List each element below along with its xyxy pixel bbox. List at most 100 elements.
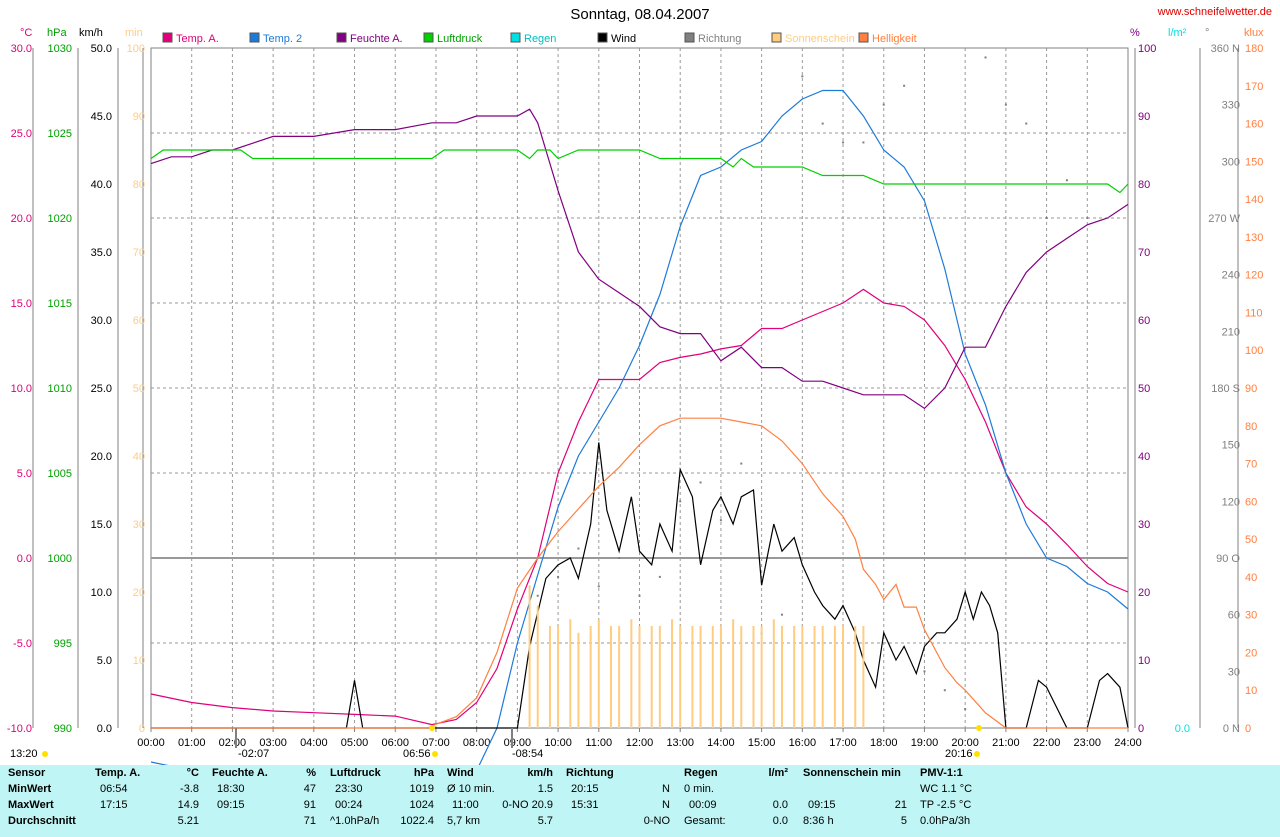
x-tick-label: 16:00 bbox=[789, 737, 817, 749]
tick-temp: -5.0 bbox=[13, 638, 32, 650]
stats-richtung-head: Richtung bbox=[566, 767, 614, 779]
tick-klux: 30 bbox=[1245, 610, 1257, 622]
direction-point bbox=[1065, 179, 1068, 182]
x-tick-label: 18:00 bbox=[870, 737, 898, 749]
stats-regen-max-time: 00:09 bbox=[689, 799, 717, 811]
tick-pct: 70 bbox=[1138, 247, 1150, 259]
sunset-icon bbox=[974, 751, 980, 757]
direction-point bbox=[577, 547, 580, 550]
stats-sensor-col: Sensor MinWert MaxWert Durchschnitt bbox=[8, 765, 88, 837]
stats-temp-head: Temp. A. bbox=[95, 767, 141, 779]
legend-swatch bbox=[510, 32, 521, 43]
stats-pmv-col: PMV-1:1 WC 1.1 °C TP -2.5 °C 0.0hPa/3h bbox=[920, 765, 1030, 837]
stats-feuchte-head: Feuchte A. bbox=[212, 767, 268, 779]
stats-luftdruck-col: Luftdruck hPa 23:30 1019 00:24 1024 ^1.0hPa… bbox=[330, 765, 438, 837]
direction-point bbox=[658, 575, 661, 578]
unit-kmh: km/h bbox=[79, 27, 103, 39]
direction-point bbox=[1106, 217, 1109, 219]
tick-min: 40 bbox=[133, 451, 145, 463]
unit-hpa: hPa bbox=[47, 27, 67, 39]
stats-regen-max: 0.0 bbox=[772, 799, 788, 811]
legend-swatch bbox=[858, 32, 869, 43]
legend-label: Helligkeit bbox=[872, 33, 917, 45]
stats-richtung-min: N bbox=[662, 783, 670, 795]
stats-richtung-col: Richtung 20:15 N 15:31 N 0-NO bbox=[566, 765, 674, 837]
stats-feuchte-col: Feuchte A.% 18:30 47 09:15 91 71 bbox=[212, 765, 320, 837]
stats-temp-min: -3.8 bbox=[180, 783, 199, 795]
site-url[interactable]: www.schneifelwetter.de bbox=[1157, 6, 1272, 18]
legend-swatch bbox=[336, 32, 347, 43]
stats-temp-col: Temp. A. °C 06:54 -3.8 17:15 14.9 5.21 bbox=[95, 765, 203, 837]
sunset-dot bbox=[976, 725, 982, 731]
tick-min: 80 bbox=[133, 179, 145, 191]
direction-point bbox=[964, 708, 967, 711]
stats-pmv-wc: WC 1.1 °C bbox=[920, 783, 973, 795]
stats-pmv-tp: TP -2.5 °C bbox=[920, 799, 972, 811]
direction-point bbox=[801, 75, 804, 78]
stats-row-avg: Durchschnitt bbox=[8, 815, 76, 827]
direction-point bbox=[1086, 217, 1089, 219]
direction-point bbox=[679, 500, 682, 503]
x-tick-label: 04:00 bbox=[300, 737, 328, 749]
tick-pct: 90 bbox=[1138, 111, 1150, 123]
stats-luftdruck-max-time: 00:24 bbox=[335, 799, 363, 811]
x-tick-label: 01:00 bbox=[178, 737, 206, 749]
series-line-feuchte-a- bbox=[150, 108, 1129, 410]
x-tick-label: 13:00 bbox=[666, 737, 694, 749]
stats-sonne-col: Sonnenschein min 09:15 21 8:36 h 5 bbox=[803, 765, 911, 837]
tick-deg: 360 N bbox=[1211, 43, 1240, 55]
direction-point bbox=[719, 519, 722, 522]
tick-min: 100 bbox=[127, 43, 145, 55]
tick-hpa: 1010 bbox=[48, 383, 72, 395]
chart-title: Sonntag, 08.04.2007 bbox=[570, 6, 710, 23]
stats-panel: Sensor MinWert MaxWert Durchschnitt Temp… bbox=[0, 765, 1280, 837]
x-tick-label: 12:00 bbox=[626, 737, 654, 749]
tick-kmh: 25.0 bbox=[91, 383, 112, 395]
legend-label: Richtung bbox=[698, 33, 741, 45]
tick-klux: 170 bbox=[1245, 81, 1263, 93]
tick-temp: 0.0 bbox=[17, 553, 32, 565]
tick-klux: 40 bbox=[1245, 572, 1257, 584]
tick-pct: 10 bbox=[1138, 655, 1150, 667]
legend-label: Luftdruck bbox=[437, 33, 483, 45]
tick-deg: 90 O bbox=[1216, 553, 1240, 565]
tick-pct: 20 bbox=[1138, 587, 1150, 599]
tick-pct: 40 bbox=[1138, 451, 1150, 463]
series-line-wind bbox=[151, 442, 1129, 729]
legend-swatch bbox=[684, 32, 695, 43]
tick-min: 50 bbox=[133, 383, 145, 395]
tick-temp: 5.0 bbox=[17, 468, 32, 480]
tick-klux: 70 bbox=[1245, 459, 1257, 471]
stats-richtung-avg: 0-NO bbox=[643, 815, 670, 827]
tick-hpa: 990 bbox=[54, 723, 72, 735]
tick-kmh: 50.0 bbox=[91, 43, 112, 55]
unit-klux: klux bbox=[1244, 27, 1264, 39]
stats-pmv-head: PMV-1:1 bbox=[920, 767, 963, 779]
stats-sonne-max-time: 09:15 bbox=[808, 799, 836, 811]
stats-temp-unit: °C bbox=[186, 767, 199, 779]
direction-point bbox=[842, 141, 845, 144]
direction-point bbox=[923, 670, 926, 673]
series-line-helligkeit bbox=[151, 417, 1128, 729]
tick-hpa: 1030 bbox=[48, 43, 72, 55]
tick-deg: 300 bbox=[1222, 156, 1240, 168]
direction-point bbox=[882, 103, 885, 106]
tick-pct: 80 bbox=[1138, 179, 1150, 191]
stats-regen-total-label: Gesamt: bbox=[684, 815, 726, 827]
tick-klux: 0 bbox=[1245, 723, 1251, 735]
direction-point bbox=[536, 594, 539, 597]
stats-wind-col: Wind km/h Ø 10 min. 1.5 11:00 0-NO 20.9 5,7… bbox=[447, 765, 557, 837]
tick-pct: 100 bbox=[1138, 43, 1156, 55]
tick-kmh: 30.0 bbox=[91, 315, 112, 327]
tick-deg: 150 bbox=[1222, 440, 1240, 452]
x-tick-label: 21:00 bbox=[992, 737, 1020, 749]
tick-klux: 100 bbox=[1245, 345, 1263, 357]
x-tick-label: 22:00 bbox=[1033, 737, 1061, 749]
unit-rain: l/m² bbox=[1168, 27, 1187, 39]
tick-deg: 30 bbox=[1228, 666, 1240, 678]
tick-kmh: 0.0 bbox=[97, 723, 112, 735]
x-tick-label: 08:00 bbox=[463, 737, 491, 749]
x-tick-label: 09:00 bbox=[504, 737, 532, 749]
sun-left-label: 13:20 bbox=[10, 748, 38, 760]
stats-luftdruck-trend: ^1.0hPa/h bbox=[330, 815, 380, 827]
